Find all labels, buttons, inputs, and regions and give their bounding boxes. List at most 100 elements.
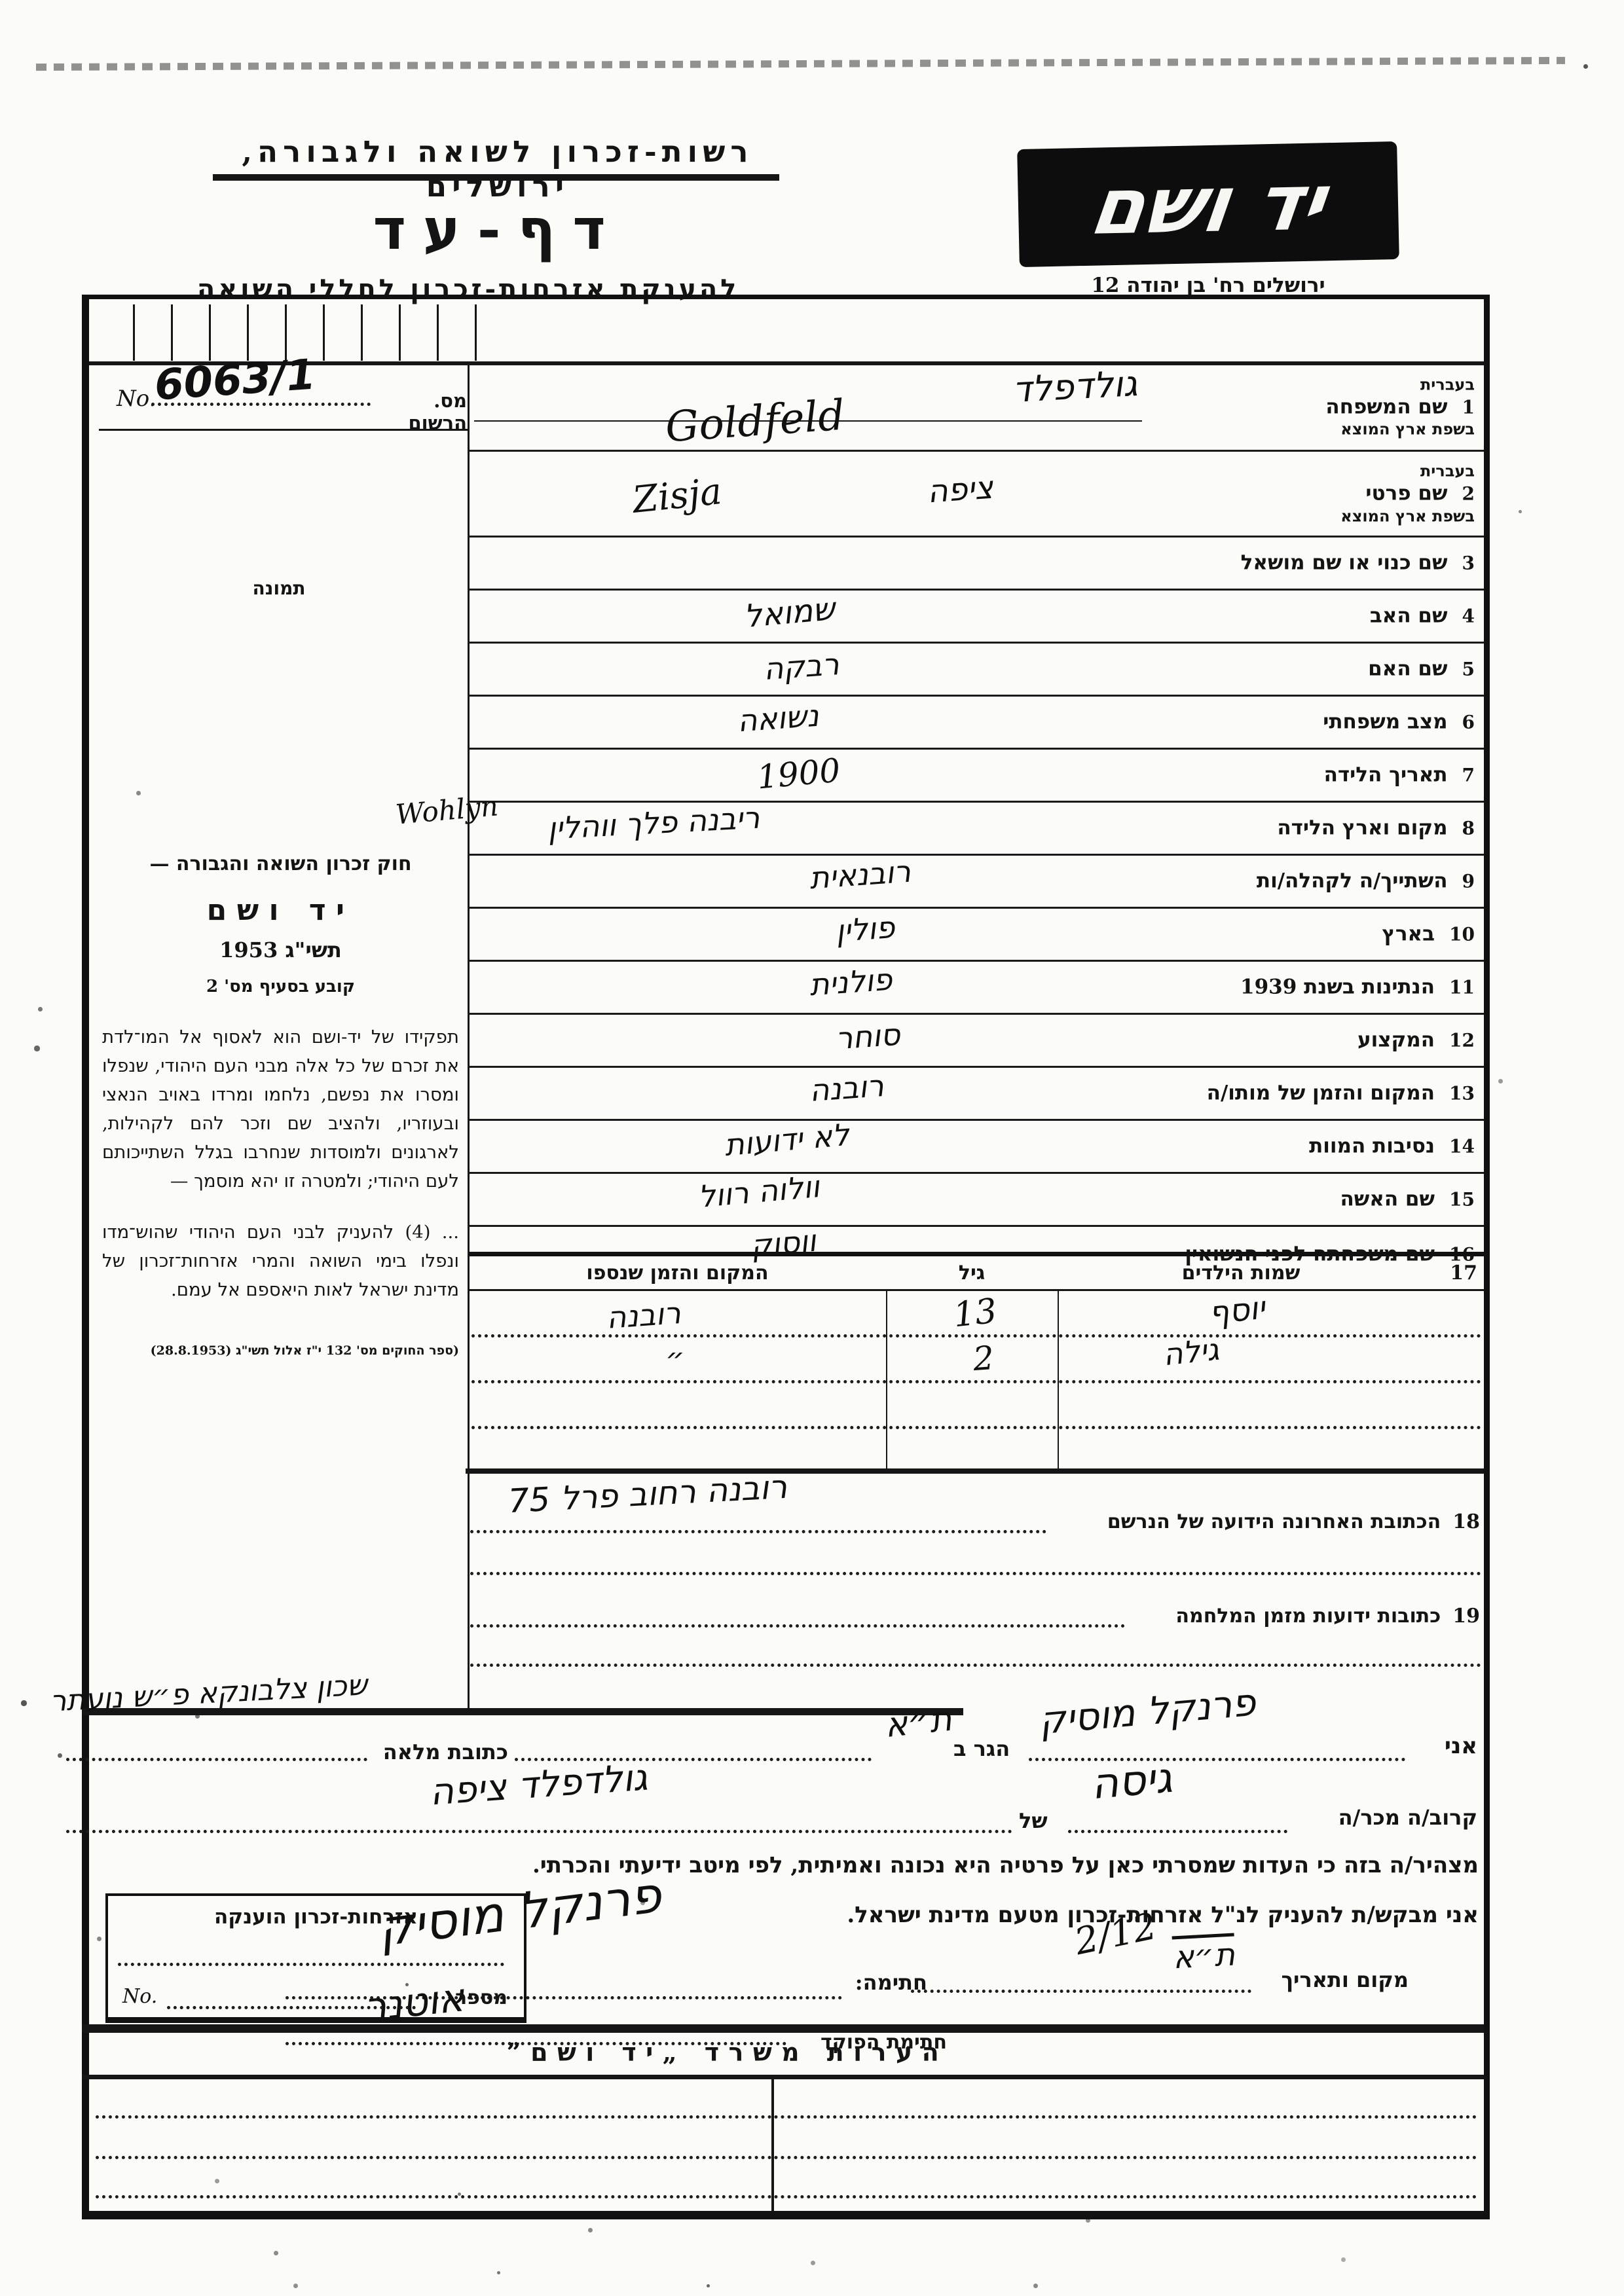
field-11-value: פולנית <box>808 961 894 1003</box>
field-7-value: 1900 <box>755 751 842 797</box>
clerk-signature-dotted <box>286 2042 786 2045</box>
children-header-names: שמות הילדים <box>1181 1262 1301 1285</box>
field-9-title: השתייך/ה לקהלה/ות <box>1256 869 1448 893</box>
children-row-line-2 <box>471 1380 1481 1383</box>
field-12-value: סוחר <box>834 1016 902 1057</box>
place-date-dotted <box>911 1990 1251 1993</box>
field-6-number: 6 <box>1462 711 1475 733</box>
field-14-value: לא ידועות <box>723 1116 851 1163</box>
field-6-title: מצב משפחתי <box>1323 710 1448 734</box>
address-19-number: 19 <box>1452 1605 1480 1628</box>
field-row-5: 5 שם האם רבקה <box>469 644 1484 697</box>
field-2-label: בעברית 2 שם פרטי בשפת ארץ המוצא <box>1340 462 1475 526</box>
law-paragraph-2: ... (4) להעניק לבני העם היהודי שהוש־מדו … <box>102 1222 459 1300</box>
field-9-label: 9 השתייך/ה לקהלה/ות <box>1257 869 1475 894</box>
children-row-line-1 <box>471 1334 1481 1338</box>
declaration-full-address-label: כתובת מלאה <box>382 1740 508 1764</box>
address-19-dotted <box>470 1624 1125 1628</box>
field-1-value-hebrew: גולדפלד <box>1011 363 1139 410</box>
child-2-place: ״ <box>665 1341 685 1376</box>
field-row-13: 13 המקום והזמן של מותו/ה רובנה <box>469 1068 1484 1121</box>
field-row-9: 9 השתייך/ה לקהלה/ות רובנאית <box>469 854 1484 909</box>
reg-dotted-line <box>151 403 371 406</box>
field-14-label: 14 נסיבות המוות <box>1309 1134 1475 1159</box>
field-8-title: מקום וארץ הלידה <box>1277 816 1448 840</box>
victim-name-handwriting: גולדפלד ציפה <box>428 1756 650 1814</box>
field-1-sublabel-bottom: בשפת ארץ המוצא <box>1340 419 1475 439</box>
field-3-label: 3 שם כנוי או שם מושאל <box>1241 551 1475 576</box>
notes-box <box>82 2075 1484 2211</box>
granted-box-title: אזרחות-זכרון הוענקה <box>213 1905 418 1929</box>
children-header-place: המקום והזמן שנספו <box>586 1262 769 1285</box>
field-12-label: 12 המקצוע <box>1357 1028 1475 1053</box>
authority-line: רשות-זכרון לשואה ולגבורה, ירושלים <box>242 134 754 204</box>
declaration-line1-dotted-c <box>1029 1758 1405 1761</box>
address-18-dotted-full <box>470 1572 1481 1575</box>
field-13-label: 13 המקום והזמן של מותו/ה <box>1207 1081 1475 1106</box>
place-handwriting: ת״א <box>1172 1933 1236 1976</box>
field-15-number: 15 <box>1449 1188 1475 1211</box>
granted-box-no-label: No. <box>122 1985 158 2008</box>
reg-underline <box>99 429 468 431</box>
notes-title: הערות משרד „יד ושם” <box>506 2037 949 2067</box>
field-2-value-latin: Zisja <box>630 470 724 522</box>
field-row-3: 3 שם כנוי או שם מושאל <box>469 538 1484 591</box>
field-11-label: 11 הנתינות בשנת 1939 <box>1240 975 1475 1000</box>
field-2-title: שם פרטי <box>1365 481 1448 505</box>
notes-dotted-3 <box>96 2195 1477 2198</box>
yad-vashem-logo-text: יד ושם <box>1084 156 1332 252</box>
field-10-value: פולין <box>834 909 896 949</box>
address-18-label-row: 18 הכתובת האחרונה הידועה של הנרשם <box>469 1510 1480 1533</box>
child-1-age: 13 <box>951 1291 999 1336</box>
field-10-number: 10 <box>1449 923 1475 945</box>
children-row-line-3 <box>471 1426 1481 1429</box>
declaration-top-line <box>83 1708 963 1715</box>
clerk-signature-label: חתימת הפוקד <box>821 2031 947 2054</box>
form-subtitle: להענקת אזרחות-זכרון לחללי השואה <box>196 274 740 304</box>
declarant-name-handwriting: פרנקל מוסיק <box>1037 1679 1258 1743</box>
field-row-11: 11 הנתינות בשנת 1939 פולנית <box>469 962 1484 1015</box>
logo-address: ירושלים רח' בן יהודה 12 <box>1091 274 1325 297</box>
law-column: חוק זכרון השואה והגבורה — יד ושם תשי"ג 1… <box>102 852 459 1358</box>
declaration-request: אני מבקש/ת להעניק לנ"ל אזרחות-זכרון מטעם… <box>847 1902 1479 1928</box>
address-18-dotted <box>470 1530 1046 1533</box>
field-row-6: 6 מצב משפחתי נשואה <box>469 697 1484 750</box>
field-4-label: 4 שם האב <box>1370 604 1475 629</box>
field-1-label: בעברית 1 שם המשפחה בשפת ארץ המוצא <box>1325 374 1475 439</box>
law-paragraph-1: תפקידו של יד-ושם הוא לאסוף אל המו־לדת את… <box>102 1027 459 1192</box>
field-row-4: 4 שם האב שמואל <box>469 591 1484 644</box>
field-row-12: 12 המקצוע סוחר <box>469 1015 1484 1068</box>
field-row-1: בעברית 1 שם המשפחה בשפת ארץ המוצא גולדפלד… <box>469 363 1484 452</box>
scan-noise-strip <box>35 56 1566 71</box>
signature-label: חתימה: <box>855 1970 927 1995</box>
field-row-15: 15 שם האשה וולוה רוול <box>469 1169 1484 1227</box>
field-5-title: שם האם <box>1368 657 1448 681</box>
field-row-14: 14 נסיבות המוות לא ידועות <box>469 1116 1484 1174</box>
signature-dotted <box>286 1996 842 1999</box>
field-9-number: 9 <box>1462 870 1475 892</box>
notes-dotted-2 <box>96 2156 1477 2159</box>
child-2-name: גילה <box>1161 1331 1221 1373</box>
declaration-relative-label: קרוב/ה מכר/ה <box>1338 1805 1477 1830</box>
children-table-body: יוסף 13 רובנה גילה 2 ״ <box>469 1290 1484 1473</box>
field-14-number: 14 <box>1449 1135 1475 1157</box>
children-section-number: 17 <box>1450 1262 1477 1285</box>
citizenship-granted-box: אזרחות-זכרון הוענקה No. מספר <box>105 1893 526 2023</box>
reg-label: מס. הרשום <box>408 390 467 434</box>
field-8-value: ריבנה פלך ווהלין <box>546 799 761 847</box>
field-4-number: 4 <box>1462 605 1475 627</box>
field-13-number: 13 <box>1449 1082 1475 1104</box>
field-13-title: המקום והזמן של מותו/ה <box>1206 1081 1435 1105</box>
field-11-number: 11 <box>1449 976 1475 998</box>
law-title-4: קובע בסעיף מס' 2 <box>206 977 355 996</box>
fields-area: בעברית 1 שם המשפחה בשפת ארץ המוצא גולדפלד… <box>469 363 1484 1281</box>
children-table-header: המקום והזמן שנספו גיל שמות הילדים 17 <box>469 1256 1484 1291</box>
field-3-title: שם כנוי או שם מושאל <box>1240 551 1448 575</box>
children-table-bottom <box>466 1468 1484 1474</box>
law-footnote: (ספר החוקים מס' 132 י"ז אלול תשי"ג (28.8… <box>150 1343 459 1358</box>
field-row-8: 8 מקום וארץ הלידה ריבנה פלך ווהלין <box>469 799 1484 856</box>
declaration-line2-dotted-a <box>66 1830 1012 1833</box>
authority-underline <box>213 174 779 181</box>
field-7-title: תאריך הלידה <box>1323 763 1448 787</box>
